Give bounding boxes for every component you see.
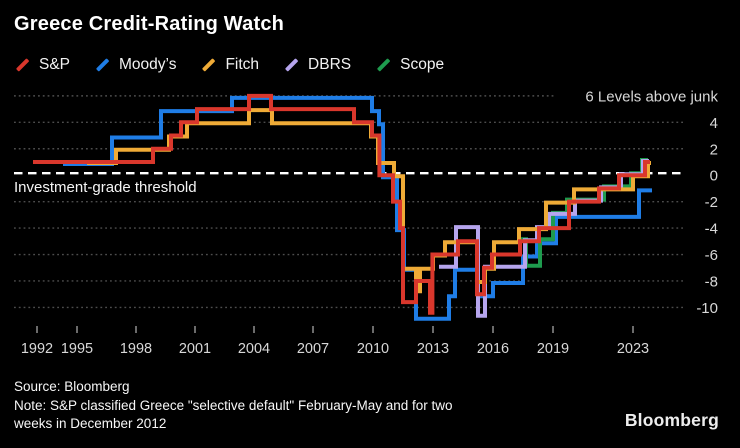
chart-footer: Source: Bloomberg Note: S&P classified G…	[14, 378, 453, 434]
y-tick-label-2: 2	[710, 141, 718, 158]
source-text: Source: Bloomberg	[14, 379, 130, 394]
series-line-sp	[33, 93, 650, 315]
legend-item-sp: S&P	[15, 56, 70, 74]
legend-label: DBRS	[308, 56, 352, 73]
x-tick-label-1992: 1992	[21, 341, 53, 357]
investment-grade-threshold-label: Investment-grade threshold	[14, 179, 197, 196]
y-tick-label--6: -6	[705, 247, 718, 264]
x-tick-label-2007: 2007	[297, 341, 329, 357]
y-tick-label--8: -8	[705, 273, 718, 290]
y-tick-label--2: -2	[705, 194, 718, 211]
x-tick-label-1995: 1995	[61, 341, 93, 357]
y-tick-label--4: -4	[705, 221, 718, 238]
legend-label: S&P	[39, 56, 71, 73]
x-tick-label-2010: 2010	[357, 341, 389, 357]
note-text-line2: weeks in December 2012	[14, 416, 167, 431]
x-tick-label-2019: 2019	[537, 341, 569, 357]
legend-item-dbrs: DBRS	[284, 56, 351, 74]
y-tick-label--10: -10	[696, 300, 718, 317]
legend-label: Fitch	[225, 56, 260, 73]
x-tick-label-2016: 2016	[477, 341, 509, 357]
page-title: Greece Credit-Rating Watch	[14, 13, 285, 35]
y-tick-label-0: 0	[710, 168, 718, 185]
y-tick-label-4: 4	[710, 115, 718, 132]
x-tick-label-2004: 2004	[238, 341, 270, 357]
legend-label: Scope	[400, 56, 445, 73]
bloomberg-logo: Bloomberg	[624, 410, 719, 430]
x-tick-label-2013: 2013	[417, 341, 449, 357]
legend-item-scope: Scope	[376, 56, 444, 74]
series-line-moodys	[63, 95, 652, 321]
y-axis-top-label: 6 Levels above junk	[585, 88, 718, 105]
legend-item-fitch: Fitch	[201, 56, 259, 74]
chart-legend: S&P Moody’s Fitch DBRS Scope	[15, 56, 444, 74]
x-tick-label-1998: 1998	[120, 341, 152, 357]
x-tick-label-2001: 2001	[179, 341, 211, 357]
x-tick-label-2023: 2023	[617, 341, 649, 357]
legend-label: Moody’s	[119, 56, 177, 73]
legend-item-moodys: Moody’s	[95, 56, 176, 74]
note-text-line1: Note: S&P classified Greece "selective d…	[14, 397, 453, 413]
